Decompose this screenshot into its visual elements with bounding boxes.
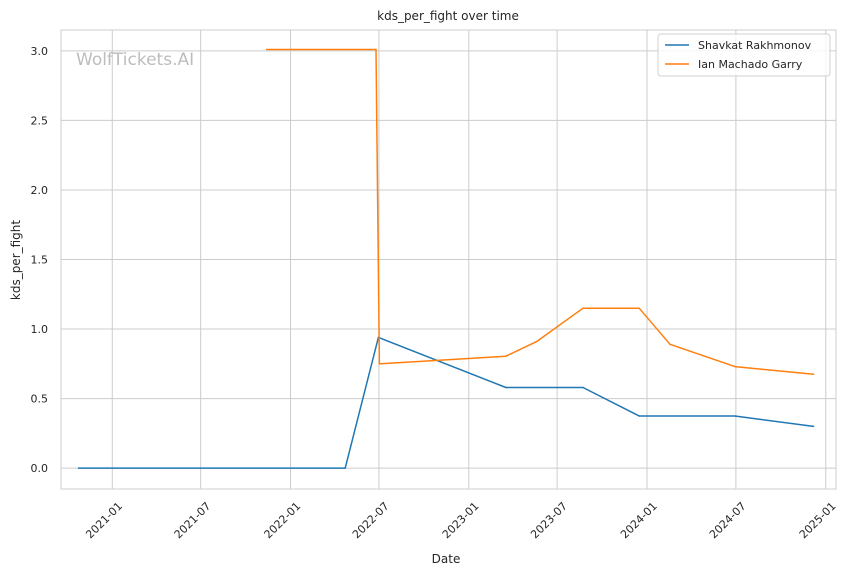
x-tick-label: 2022-07: [350, 500, 392, 542]
y-tick-label: 2.5: [31, 114, 49, 127]
x-tick-labels: 2021-01 2021-07 2022-01 2022-07 2023-01 2023-…: [83, 500, 838, 542]
data-point-ian-machado-garry: [669, 343, 671, 346]
y-tick-label: 1.5: [31, 254, 49, 267]
y-axis-title: kds_per_fight: [9, 220, 23, 301]
x-tick-label: 2023-07: [528, 500, 570, 542]
y-tick-label: 2.0: [31, 184, 49, 197]
data-point-ian-machado-garry: [638, 307, 640, 309]
data-point-shavkat-rakhmonov: [638, 415, 640, 417]
data-point-ian-machado-garry: [375, 48, 377, 51]
legend-label-ian: Ian Machado Garry: [698, 58, 803, 71]
x-tick-label: 2024-01: [618, 500, 660, 542]
data-point-ian-machado-garry: [812, 373, 815, 375]
x-tick-label: 2025-01: [797, 500, 839, 542]
data-point-shavkat-rakhmonov: [582, 386, 584, 389]
y-tick-label: 1.0: [31, 323, 49, 336]
series-line-ian-machado-garry: [266, 48, 814, 376]
series-lines: [77, 48, 815, 469]
x-tick-label: 2021-01: [83, 500, 125, 542]
legend: Shavkat Rakhmonov Ian Machado Garry: [657, 33, 831, 77]
y-tick-labels: 0.0 0.5 1.0 1.5 2.0 2.5 3.0: [31, 45, 49, 475]
data-point-shavkat-rakhmonov: [734, 415, 736, 417]
x-tick-label: 2024-07: [707, 500, 749, 542]
data-point-shavkat-rakhmonov: [505, 386, 507, 389]
y-tick-label: 0.5: [31, 393, 49, 406]
x-tick-label: 2022-01: [262, 500, 304, 542]
data-point-ian-machado-garry: [582, 307, 584, 309]
legend-box: [657, 33, 831, 77]
data-point-ian-machado-garry: [734, 365, 736, 368]
x-tick-label: 2023-01: [440, 500, 482, 542]
x-axis-title: Date: [432, 552, 461, 566]
data-point-ian-machado-garry: [535, 340, 538, 343]
watermark-text: WolfTickets.AI: [76, 50, 194, 70]
chart-title: kds_per_fight over time: [377, 9, 519, 23]
y-tick-label: 3.0: [31, 45, 49, 58]
data-point-ian-machado-garry: [505, 355, 507, 357]
data-point-ian-machado-garry: [378, 363, 381, 365]
data-point-ian-machado-garry: [265, 48, 268, 51]
data-point-shavkat-rakhmonov: [77, 467, 80, 469]
data-point-shavkat-rakhmonov: [344, 467, 346, 469]
x-tick-label: 2021-07: [172, 500, 214, 542]
legend-label-shavkat: Shavkat Rakhmonov: [698, 39, 812, 52]
data-point-shavkat-rakhmonov: [812, 425, 815, 428]
series-line-shavkat-rakhmonov: [78, 336, 814, 469]
y-tick-label: 0.0: [31, 462, 49, 475]
